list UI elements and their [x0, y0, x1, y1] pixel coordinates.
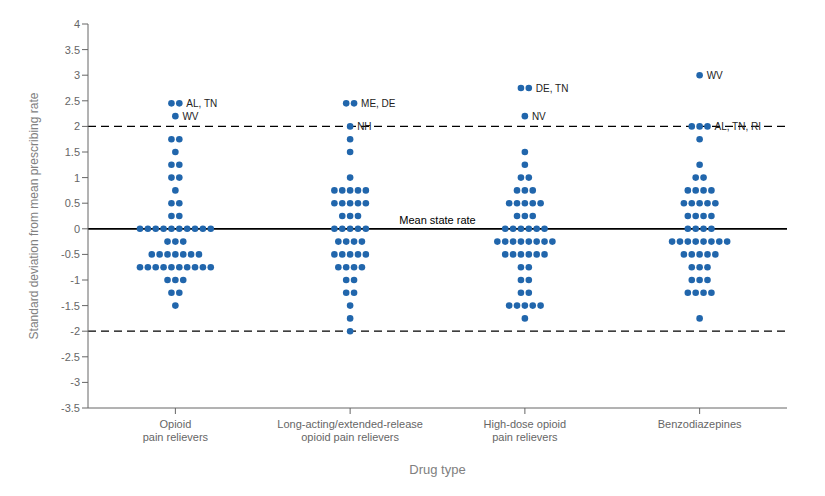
- svg-text:1.5: 1.5: [65, 146, 80, 158]
- svg-text:NV: NV: [532, 111, 546, 122]
- svg-text:Opioidpain relievers: Opioidpain relievers: [143, 418, 209, 443]
- svg-text:1: 1: [74, 172, 80, 184]
- svg-text:0: 0: [74, 223, 80, 235]
- svg-text:AL, TN: AL, TN: [186, 98, 217, 109]
- svg-text:WV: WV: [182, 111, 198, 122]
- svg-text:3.5: 3.5: [65, 44, 80, 56]
- svg-text:NH: NH: [357, 121, 371, 132]
- svg-text:Mean state rate: Mean state rate: [399, 214, 475, 226]
- svg-text:AL, TN, RI: AL, TN, RI: [714, 121, 761, 132]
- svg-text:-0.5: -0.5: [61, 248, 80, 260]
- svg-text:High-dose opioidpain relievers: High-dose opioidpain relievers: [484, 418, 567, 443]
- svg-text:-3: -3: [70, 376, 80, 388]
- svg-text:Benzodiazepines: Benzodiazepines: [658, 418, 742, 430]
- svg-text:Drug type: Drug type: [409, 462, 465, 477]
- svg-text:-2: -2: [70, 325, 80, 337]
- svg-text:2: 2: [74, 120, 80, 132]
- svg-text:-3.5: -3.5: [61, 402, 80, 414]
- svg-text:3: 3: [74, 69, 80, 81]
- svg-text:-1: -1: [70, 274, 80, 286]
- svg-text:-2.5: -2.5: [61, 351, 80, 363]
- svg-text:DE, TN: DE, TN: [536, 83, 569, 94]
- svg-text:4: 4: [74, 18, 80, 30]
- svg-text:ME, DE: ME, DE: [361, 98, 396, 109]
- svg-text:2.5: 2.5: [65, 95, 80, 107]
- svg-text:Long-acting/extended-releaseop: Long-acting/extended-releaseopioid pain …: [277, 418, 423, 443]
- svg-text:0.5: 0.5: [65, 197, 80, 209]
- svg-text:-1.5: -1.5: [61, 300, 80, 312]
- svg-text:WV: WV: [707, 70, 723, 81]
- svg-text:Standard deviation from mean p: Standard deviation from mean prescribing…: [27, 92, 41, 339]
